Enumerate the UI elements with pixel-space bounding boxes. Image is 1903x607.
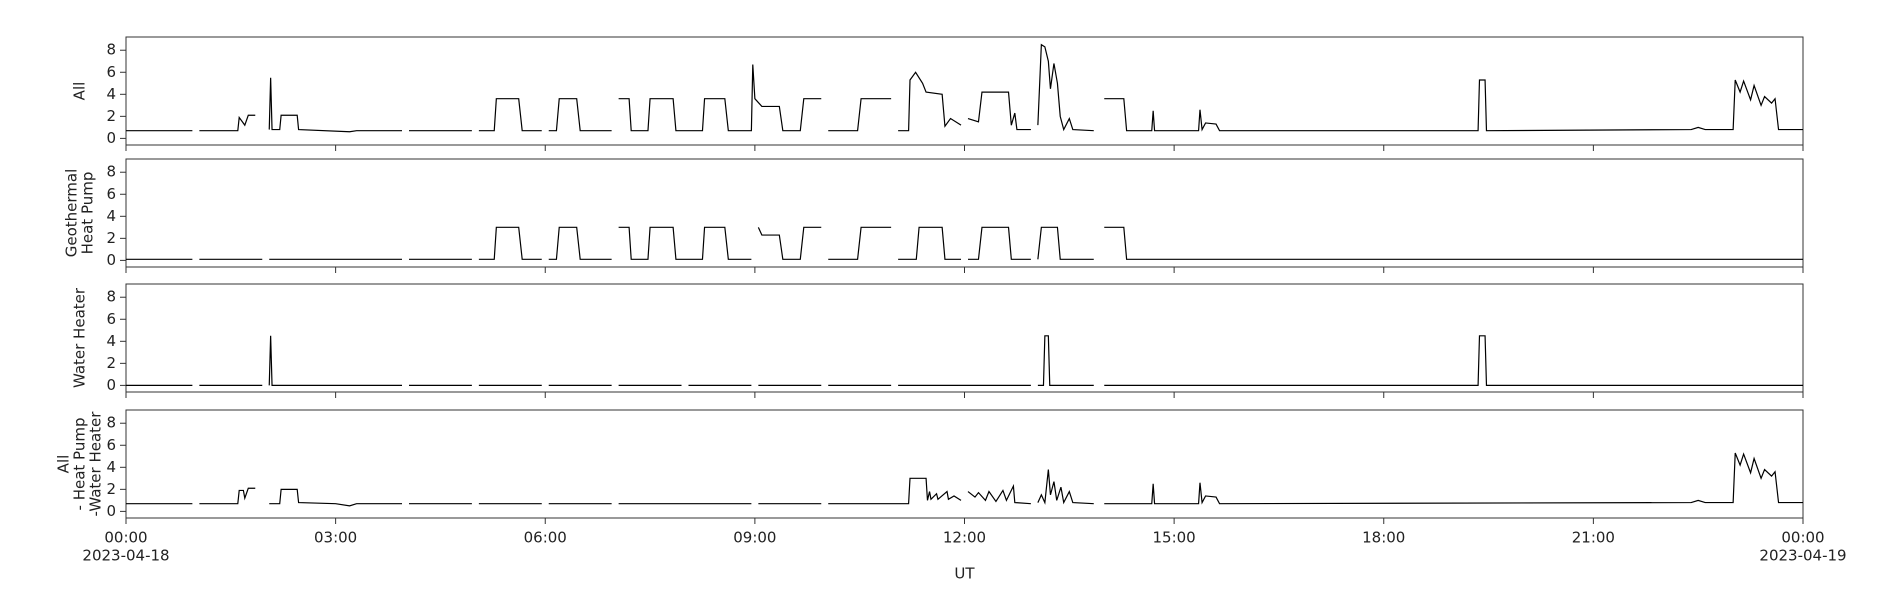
y-tick-label: 8 [106,41,116,59]
y-tick-label: 4 [106,332,116,350]
panel-frame [125,409,1804,519]
y-tick-label: 2 [106,480,116,498]
data-line [126,452,1803,507]
y-tick-label: 4 [106,85,116,103]
y-axis-label: All [71,82,89,101]
y-axis-label: -Water Heater [87,411,105,517]
panel-frame [125,158,1804,268]
x-tick-label: 15:00 [1153,529,1196,547]
y-tick-label: 8 [106,163,116,181]
y-tick-label: 2 [106,107,116,125]
x-tick-label: 00:00 [104,529,147,547]
x-end-date: 2023-04-19 [1759,547,1846,565]
y-axis-label: - Heat Pump [71,418,89,511]
x-start-date: 2023-04-18 [82,547,169,565]
panel-frame [125,283,1804,393]
y-tick-label: 6 [106,63,116,81]
y-axis-label: Geothermal [63,169,81,258]
y-tick-label: 0 [106,502,116,520]
y-tick-label: 0 [106,129,116,147]
data-line [126,335,1803,386]
y-tick-label: 6 [106,310,116,328]
x-axis-label: UT [954,565,975,583]
x-tick-label: 18:00 [1362,529,1405,547]
x-tick-label: 12:00 [943,529,986,547]
x-tick-label: 00:00 [1781,529,1824,547]
data-line [126,226,1803,260]
y-tick-label: 4 [106,458,116,476]
data-line [126,43,1803,133]
y-axis-label: Water Heater [71,287,89,388]
y-axis-label: All [55,455,73,474]
x-tick-label: 03:00 [314,529,357,547]
y-tick-label: 4 [106,207,116,225]
y-tick-label: 6 [106,436,116,454]
x-tick-label: 21:00 [1572,529,1615,547]
y-tick-label: 2 [106,354,116,372]
y-tick-label: 0 [106,251,116,269]
y-tick-label: 6 [106,185,116,203]
panel-frame [125,36,1804,146]
y-axis-label: Heat Pump [79,172,97,255]
x-tick-label: 06:00 [524,529,567,547]
y-tick-label: 0 [106,376,116,394]
y-tick-label: 8 [106,414,116,432]
y-tick-label: 2 [106,229,116,247]
y-tick-label: 8 [106,288,116,306]
x-tick-label: 09:00 [733,529,776,547]
